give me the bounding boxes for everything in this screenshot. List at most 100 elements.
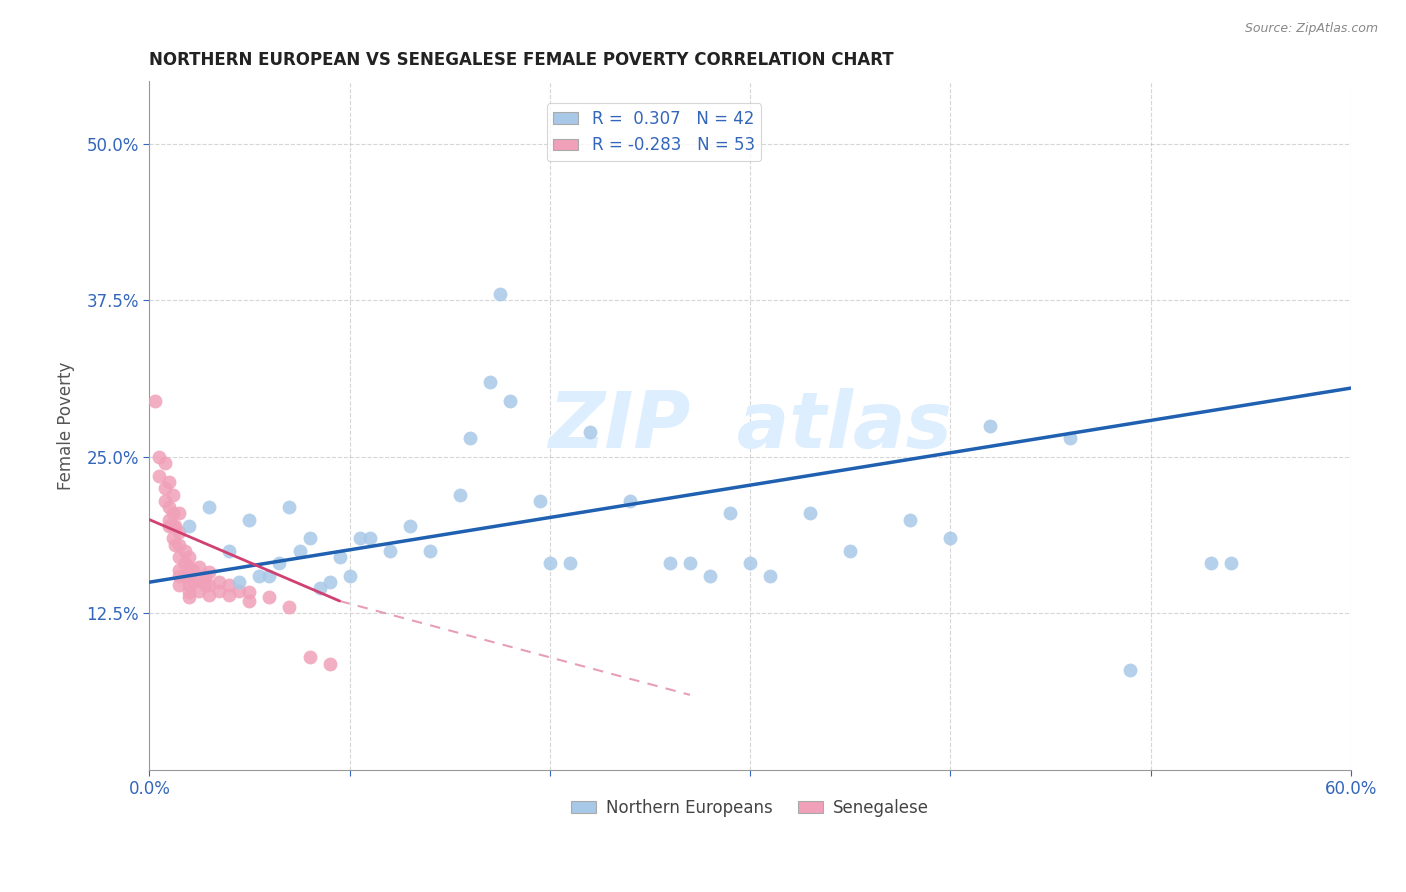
Point: [458, 431, 481, 445]
Y-axis label: Female Poverty: Female Poverty: [58, 361, 75, 490]
Point: [198, 588, 221, 602]
Point: [218, 577, 240, 591]
Point: [188, 583, 211, 598]
Point: [238, 585, 260, 599]
Point: [174, 569, 197, 583]
Point: [718, 506, 741, 520]
Point: [155, 456, 177, 470]
Point: [218, 588, 240, 602]
Point: [939, 532, 962, 546]
Point: [174, 557, 197, 571]
Point: [278, 600, 301, 615]
Point: [148, 468, 170, 483]
Point: [194, 569, 217, 583]
Point: [169, 569, 191, 583]
Point: [478, 375, 501, 389]
Point: [419, 544, 441, 558]
Point: [799, 506, 821, 520]
Point: [488, 287, 510, 301]
Point: [174, 544, 197, 558]
Point: [155, 493, 177, 508]
Point: [169, 525, 191, 540]
Point: [165, 519, 187, 533]
Point: [143, 393, 166, 408]
Point: [298, 650, 321, 665]
Point: [162, 519, 184, 533]
Text: NORTHERN EUROPEAN VS SENEGALESE FEMALE POVERTY CORRELATION CHART: NORTHERN EUROPEAN VS SENEGALESE FEMALE P…: [149, 51, 894, 69]
Point: [183, 575, 205, 590]
Point: [269, 557, 291, 571]
Point: [157, 512, 180, 526]
Point: [179, 585, 201, 599]
Point: [499, 393, 522, 408]
Point: [278, 500, 301, 514]
Point: [169, 563, 191, 577]
Point: [238, 512, 260, 526]
Text: Source: ZipAtlas.com: Source: ZipAtlas.com: [1244, 22, 1378, 36]
Point: [169, 538, 191, 552]
Point: [619, 493, 641, 508]
Point: [759, 569, 782, 583]
Point: [318, 575, 340, 590]
Point: [288, 544, 311, 558]
Point: [157, 475, 180, 489]
Point: [538, 557, 561, 571]
Point: [898, 512, 921, 526]
Point: [1059, 431, 1081, 445]
Point: [318, 657, 340, 671]
Point: [198, 577, 221, 591]
Point: [169, 550, 191, 565]
Point: [259, 569, 281, 583]
Point: [449, 487, 471, 501]
Point: [339, 569, 361, 583]
Point: [155, 481, 177, 495]
Point: [157, 519, 180, 533]
Point: [579, 425, 602, 439]
Point: [188, 573, 211, 587]
Point: [298, 532, 321, 546]
Point: [699, 569, 721, 583]
Point: [738, 557, 761, 571]
Point: [179, 577, 201, 591]
Point: [179, 591, 201, 605]
Point: [179, 569, 201, 583]
Point: [162, 487, 184, 501]
Point: [308, 582, 330, 596]
Point: [208, 583, 231, 598]
Point: [228, 575, 250, 590]
Legend: Northern Europeans, Senegalese: Northern Europeans, Senegalese: [564, 792, 935, 823]
Point: [179, 519, 201, 533]
Point: [1219, 557, 1241, 571]
Point: [259, 591, 281, 605]
Point: [529, 493, 551, 508]
Point: [169, 506, 191, 520]
Point: [198, 500, 221, 514]
Point: [238, 594, 260, 608]
Point: [359, 532, 381, 546]
Point: [839, 544, 862, 558]
Point: [558, 557, 581, 571]
Point: [228, 583, 250, 598]
Point: [148, 450, 170, 464]
Point: [329, 550, 352, 565]
Point: [162, 506, 184, 520]
Point: [179, 550, 201, 565]
Point: [179, 560, 201, 574]
Point: [398, 519, 420, 533]
Point: [1119, 663, 1142, 677]
Point: [349, 532, 371, 546]
Point: [183, 563, 205, 577]
Point: [208, 575, 231, 590]
Point: [165, 538, 187, 552]
Point: [249, 569, 271, 583]
Point: [194, 577, 217, 591]
Point: [169, 577, 191, 591]
Point: [198, 565, 221, 579]
Point: [1199, 557, 1222, 571]
Point: [979, 418, 1001, 433]
Point: [658, 557, 681, 571]
Point: [378, 544, 401, 558]
Point: [162, 532, 184, 546]
Point: [188, 560, 211, 574]
Point: [679, 557, 702, 571]
